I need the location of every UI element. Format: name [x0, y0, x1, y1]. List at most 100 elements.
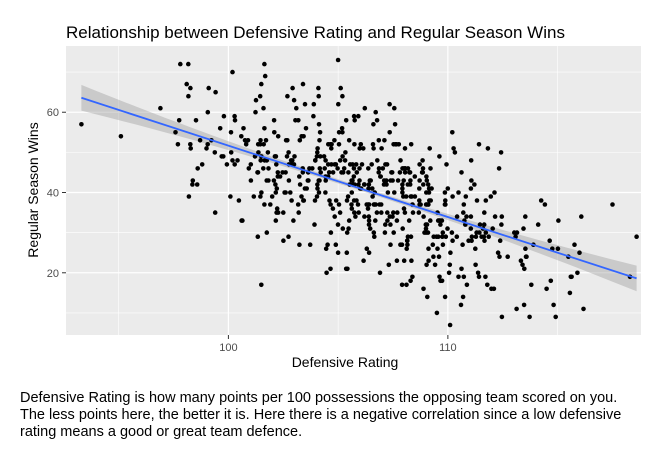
data-point [575, 270, 580, 276]
data-point [332, 162, 338, 167]
data-point [158, 105, 163, 111]
data-point [423, 226, 429, 231]
data-point [311, 113, 316, 119]
data-point [361, 146, 366, 151]
data-point [258, 138, 263, 143]
data-point [376, 138, 382, 143]
data-point [634, 234, 639, 239]
data-point [340, 154, 345, 159]
data-point [315, 186, 320, 191]
data-point [358, 142, 364, 147]
data-point [366, 166, 371, 171]
data-point [300, 81, 306, 87]
data-point [523, 214, 528, 219]
data-point [401, 206, 407, 211]
data-point [421, 214, 426, 219]
data-point [376, 166, 382, 171]
data-point [297, 242, 302, 247]
data-point [371, 146, 376, 151]
data-point [311, 101, 317, 107]
data-point [383, 222, 388, 227]
data-point [294, 105, 299, 111]
data-point [335, 222, 341, 227]
data-point [380, 166, 386, 171]
data-point [400, 226, 406, 231]
data-point [221, 154, 226, 159]
data-point [384, 182, 389, 187]
data-point [469, 234, 475, 239]
data-point [427, 146, 433, 151]
data-point [417, 162, 422, 167]
data-point [312, 198, 318, 203]
data-point [412, 194, 418, 199]
data-point [251, 194, 257, 199]
data-point [390, 214, 395, 219]
data-point [435, 246, 440, 251]
data-point [335, 57, 341, 63]
trend-line [81, 96, 637, 280]
data-point [290, 85, 295, 91]
data-point [330, 206, 336, 211]
data-point [318, 154, 323, 159]
data-point [323, 246, 329, 251]
data-point [118, 134, 124, 139]
data-point [426, 258, 431, 264]
data-point [315, 146, 320, 151]
data-point [343, 118, 349, 123]
data-point [303, 126, 309, 131]
data-point [421, 286, 426, 292]
data-point [450, 238, 455, 243]
data-point [286, 150, 291, 155]
data-point [373, 109, 379, 115]
data-point [307, 166, 312, 171]
data-point [518, 258, 524, 264]
data-point [483, 198, 489, 203]
data-point [248, 162, 254, 167]
data-point [262, 158, 267, 163]
data-point [366, 218, 372, 223]
data-point [452, 150, 458, 155]
data-point [385, 218, 390, 223]
data-point [351, 174, 357, 179]
data-point [361, 258, 366, 264]
data-point [498, 150, 504, 155]
data-point [340, 130, 345, 135]
data-point [392, 105, 397, 111]
data-point [272, 130, 277, 135]
data-point [442, 190, 448, 195]
data-point [423, 202, 429, 207]
data-point [317, 138, 322, 143]
data-point [514, 306, 519, 312]
data-point [332, 138, 337, 143]
data-point [551, 302, 556, 308]
data-point [499, 314, 505, 320]
data-point [492, 190, 497, 195]
data-point [405, 234, 411, 239]
data-point [337, 158, 343, 163]
data-point [412, 174, 418, 179]
data-point [271, 118, 277, 123]
data-point [204, 146, 209, 151]
data-point [567, 290, 573, 296]
data-point [355, 202, 361, 207]
data-point [544, 286, 549, 292]
data-point [239, 134, 244, 139]
data-point [336, 101, 341, 107]
data-point [436, 254, 442, 259]
data-point [232, 162, 237, 167]
data-point [492, 214, 498, 219]
data-point [345, 266, 350, 272]
data-point [460, 294, 466, 300]
data-point [523, 246, 528, 251]
data-point [535, 222, 541, 227]
data-point [579, 214, 584, 219]
data-point [352, 142, 357, 147]
data-point [322, 166, 328, 171]
data-point [401, 178, 407, 183]
data-point [463, 194, 469, 199]
data-point [269, 194, 275, 199]
caption-line: The less points here, the better it is. … [20, 407, 622, 423]
data-point [286, 234, 291, 239]
data-point [421, 182, 426, 187]
data-point [315, 182, 320, 187]
